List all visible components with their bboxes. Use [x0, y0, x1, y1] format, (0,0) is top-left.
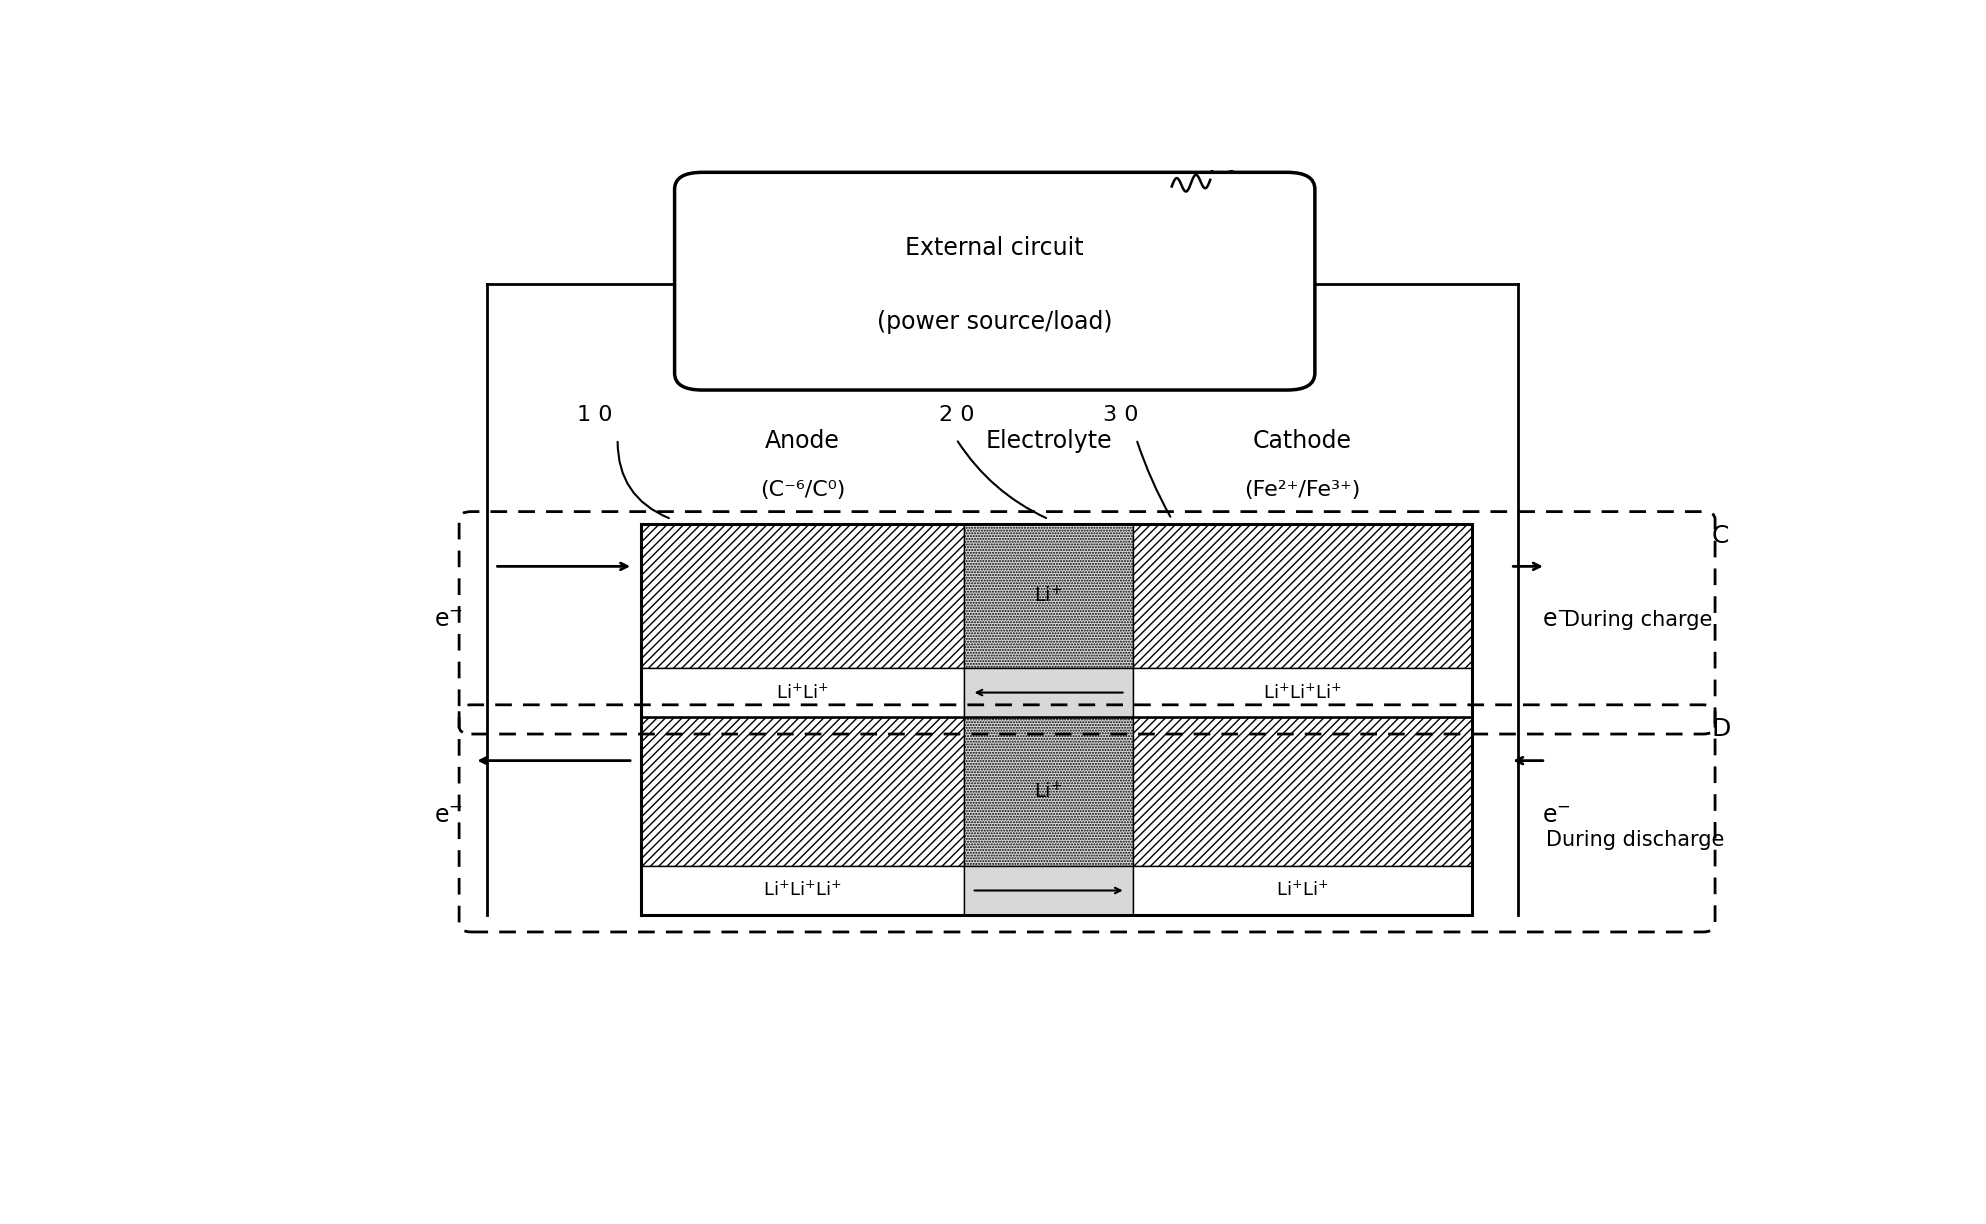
Text: 1 0: 1 0	[576, 405, 612, 425]
Text: Li$^{+}$Li$^{+}$: Li$^{+}$Li$^{+}$	[777, 683, 828, 703]
Text: (C⁻⁶/C⁰): (C⁻⁶/C⁰)	[761, 480, 844, 501]
Text: 4 0: 4 0	[1204, 170, 1237, 191]
Text: External circuit: External circuit	[906, 236, 1084, 261]
Bar	[641, 668, 963, 717]
Text: e$^{-}$: e$^{-}$	[433, 804, 463, 829]
Text: Li$^{+}$Li$^{+}$Li$^{+}$: Li$^{+}$Li$^{+}$Li$^{+}$	[1263, 683, 1343, 703]
Text: Li$^{+}$Li$^{+}$Li$^{+}$: Li$^{+}$Li$^{+}$Li$^{+}$	[763, 881, 842, 900]
Bar	[641, 524, 963, 668]
Text: Electrolyte: Electrolyte	[985, 430, 1112, 453]
Text: e$^{-}$: e$^{-}$	[1541, 804, 1571, 829]
Text: During discharge: During discharge	[1545, 830, 1724, 849]
Text: Anode: Anode	[765, 430, 840, 453]
Text: Li$^{+}$Li$^{+}$: Li$^{+}$Li$^{+}$	[1277, 881, 1329, 900]
Bar	[641, 867, 963, 916]
Text: D: D	[1712, 717, 1732, 741]
Text: e$^{-}$: e$^{-}$	[433, 608, 463, 633]
Bar	[963, 524, 1134, 668]
Bar	[1134, 867, 1472, 916]
Text: Li$^{+}$: Li$^{+}$	[1035, 585, 1063, 607]
Text: (power source/load): (power source/load)	[878, 310, 1112, 334]
Text: Cathode: Cathode	[1253, 430, 1352, 453]
Bar	[963, 867, 1134, 916]
Text: e$^{-}$: e$^{-}$	[1541, 608, 1571, 633]
Bar	[641, 717, 963, 867]
Text: 2 0: 2 0	[939, 405, 973, 425]
Bar	[641, 524, 1472, 916]
Bar	[963, 717, 1134, 867]
Text: Li$^{+}$: Li$^{+}$	[1035, 781, 1063, 802]
Bar	[1134, 717, 1472, 867]
Bar	[1134, 524, 1472, 668]
Text: (Fe²⁺/Fe³⁺): (Fe²⁺/Fe³⁺)	[1245, 480, 1360, 501]
Bar	[963, 668, 1134, 717]
Text: 3 0: 3 0	[1102, 405, 1138, 425]
Text: During charge: During charge	[1565, 611, 1712, 630]
Bar	[1134, 668, 1472, 717]
FancyBboxPatch shape	[675, 173, 1315, 390]
Bar	[641, 524, 1472, 916]
Text: C: C	[1712, 524, 1730, 548]
